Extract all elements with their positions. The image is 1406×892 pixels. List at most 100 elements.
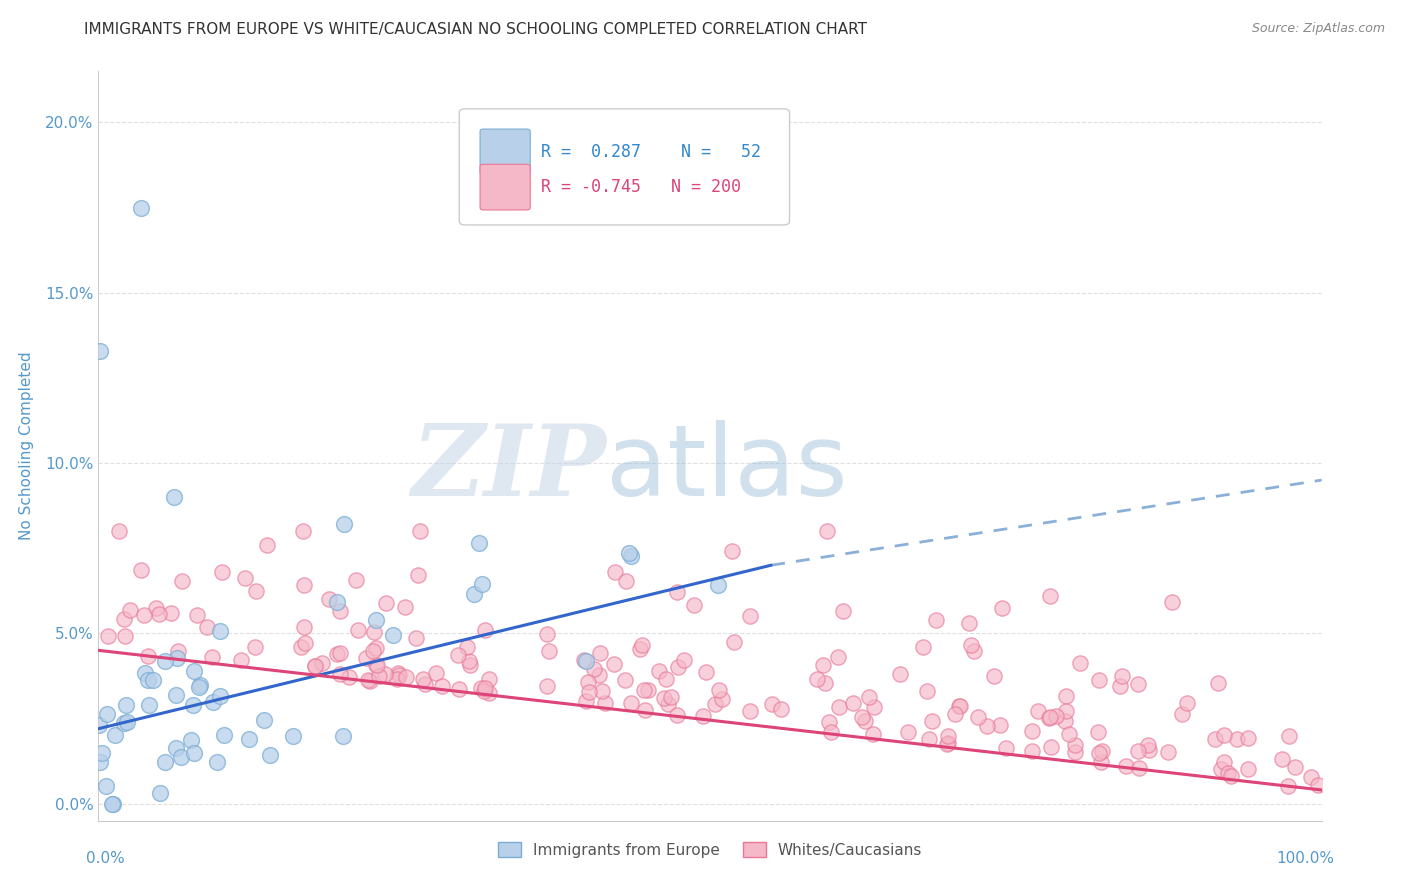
Point: [583, 662, 606, 676]
Point: [318, 591, 340, 606]
FancyBboxPatch shape: [479, 129, 530, 175]
Point: [949, 699, 972, 714]
Point: [921, 714, 943, 729]
Point: [1157, 746, 1180, 760]
Point: [470, 681, 492, 695]
Point: [474, 623, 496, 637]
Point: [1213, 755, 1236, 769]
Point: [180, 732, 202, 747]
Point: [657, 698, 679, 712]
Point: [1021, 724, 1043, 739]
Point: [858, 690, 880, 705]
Text: ZIP: ZIP: [411, 420, 606, 516]
Point: [832, 604, 855, 618]
Point: [172, 574, 194, 588]
Point: [769, 702, 792, 716]
Point: [935, 737, 957, 751]
Point: [695, 665, 717, 680]
Point: [1021, 744, 1043, 758]
Point: [374, 667, 396, 681]
Point: [405, 631, 427, 645]
Point: [960, 639, 983, 653]
Point: [115, 698, 138, 712]
Text: atlas: atlas: [606, 420, 848, 517]
Point: [120, 603, 142, 617]
Point: [153, 755, 176, 769]
Point: [828, 699, 851, 714]
Point: [87, 718, 110, 732]
Point: [703, 697, 725, 711]
Point: [738, 608, 761, 623]
Point: [1277, 730, 1299, 744]
Point: [167, 644, 190, 658]
Point: [1213, 728, 1236, 742]
Point: [1226, 732, 1249, 747]
Point: [1115, 759, 1137, 773]
Point: [1054, 689, 1077, 703]
Point: [181, 698, 204, 712]
Point: [815, 524, 838, 538]
Point: [344, 573, 367, 587]
Point: [738, 705, 761, 719]
Point: [304, 658, 326, 673]
Point: [1284, 760, 1306, 774]
Point: [311, 656, 333, 670]
Point: [188, 678, 211, 692]
Point: [413, 676, 436, 690]
Point: [183, 664, 205, 678]
Point: [897, 725, 920, 739]
Point: [1069, 656, 1091, 670]
Point: [388, 667, 411, 681]
Text: Source: ZipAtlas.com: Source: ZipAtlas.com: [1251, 22, 1385, 36]
Point: [326, 595, 349, 609]
Point: [1039, 589, 1062, 603]
Point: [375, 596, 398, 610]
Point: [721, 544, 744, 558]
Point: [166, 651, 188, 665]
Point: [1175, 697, 1198, 711]
Point: [458, 657, 481, 672]
Point: [209, 624, 232, 639]
Point: [472, 684, 495, 698]
Point: [183, 746, 205, 760]
Point: [614, 574, 637, 588]
Point: [114, 629, 136, 643]
Point: [409, 524, 432, 538]
Point: [1057, 727, 1080, 741]
Point: [967, 710, 990, 724]
Point: [394, 600, 416, 615]
Point: [945, 706, 967, 721]
Point: [605, 565, 627, 579]
Point: [634, 703, 657, 717]
Point: [406, 568, 429, 582]
Point: [1090, 756, 1112, 770]
Point: [1301, 770, 1323, 784]
Point: [456, 640, 478, 654]
Point: [1045, 709, 1067, 723]
Point: [862, 727, 884, 741]
Point: [1161, 595, 1184, 609]
Point: [201, 650, 224, 665]
Point: [820, 724, 842, 739]
Point: [813, 676, 835, 690]
Point: [304, 659, 326, 673]
Point: [145, 601, 167, 615]
Point: [467, 536, 489, 550]
Point: [337, 670, 360, 684]
Point: [603, 657, 626, 671]
Point: [211, 565, 233, 579]
Point: [292, 524, 315, 538]
Point: [630, 638, 652, 652]
Point: [138, 698, 160, 712]
Point: [104, 728, 127, 742]
Point: [357, 673, 380, 687]
Text: 100.0%: 100.0%: [1275, 851, 1334, 865]
Point: [1087, 725, 1109, 739]
Point: [89, 343, 111, 358]
Point: [364, 613, 387, 627]
Point: [142, 673, 165, 687]
Point: [294, 636, 316, 650]
Point: [478, 686, 501, 700]
Point: [229, 652, 252, 666]
Point: [160, 607, 183, 621]
